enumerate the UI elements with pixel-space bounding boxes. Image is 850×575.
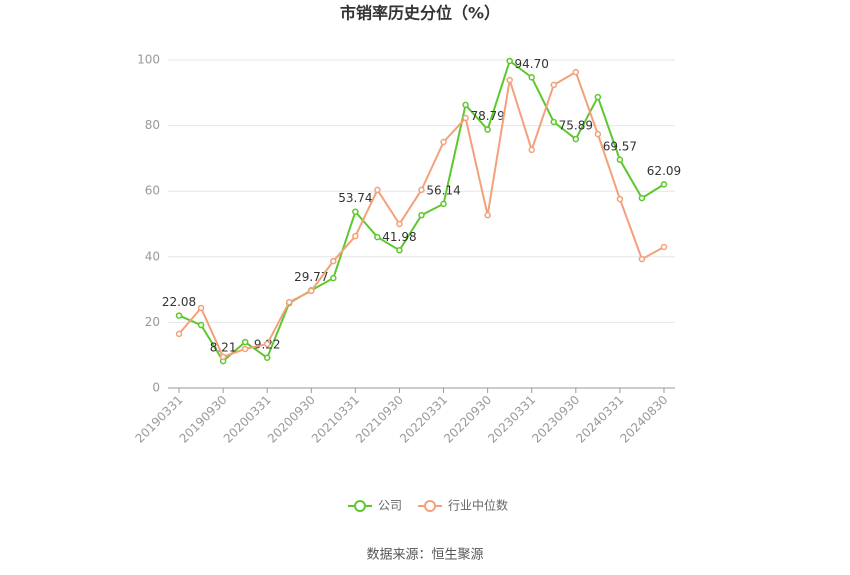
point <box>418 211 425 219</box>
point <box>352 208 359 215</box>
source-note: 数据来源：恒生聚源 <box>366 548 483 563</box>
data-label: 75.89 <box>559 119 593 133</box>
point <box>616 156 624 164</box>
data-label: 53.74 <box>338 191 372 205</box>
y-tick-label: 0 <box>152 381 160 395</box>
point <box>594 93 602 101</box>
data-label: 56.14 <box>426 183 460 197</box>
data-label: 41.98 <box>382 230 416 244</box>
y-tick-label: 100 <box>137 53 160 67</box>
point <box>462 101 469 109</box>
point <box>418 186 425 194</box>
point <box>638 194 646 202</box>
point <box>197 321 205 329</box>
legend-label: 公司 <box>378 499 402 513</box>
point <box>616 195 624 203</box>
y-tick-label: 40 <box>145 249 160 263</box>
point <box>660 243 668 251</box>
point <box>241 345 249 353</box>
point <box>219 353 227 361</box>
legend-symbol <box>424 500 437 512</box>
data-label: 78.79 <box>470 109 504 123</box>
point <box>330 274 337 282</box>
legend-label: 行业中位数 <box>448 498 508 513</box>
point <box>440 138 447 146</box>
point <box>506 57 513 65</box>
point <box>440 200 447 208</box>
point <box>263 354 271 362</box>
point <box>484 211 491 219</box>
point <box>352 232 359 240</box>
point <box>660 181 668 188</box>
y-tick-label: 60 <box>145 184 160 198</box>
point <box>374 233 381 241</box>
y-tick-label: 20 <box>145 315 160 329</box>
point <box>462 114 469 122</box>
data-label: 22.08 <box>162 295 196 309</box>
x-tick-label: 20240830 <box>617 393 670 446</box>
data-label: 94.70 <box>515 57 549 71</box>
point <box>550 118 558 126</box>
y-tick-label: 80 <box>145 118 160 132</box>
point <box>572 135 580 143</box>
data-label: 62.09 <box>647 164 681 178</box>
series-line <box>178 59 665 363</box>
point <box>550 81 558 89</box>
data-label: 29.77 <box>294 270 328 284</box>
point <box>484 126 491 133</box>
chart-title: 市销率历史分位（%） <box>340 4 500 23</box>
point <box>396 220 403 228</box>
point <box>175 312 183 319</box>
point <box>330 257 337 265</box>
point <box>197 304 205 312</box>
point <box>285 298 293 306</box>
point <box>374 186 381 194</box>
point <box>263 340 271 348</box>
point <box>396 247 403 254</box>
point <box>175 330 183 338</box>
point <box>572 68 580 76</box>
data-label: 69.57 <box>603 139 637 153</box>
point <box>528 146 535 154</box>
point <box>638 255 646 263</box>
point <box>594 130 602 138</box>
legend-symbol <box>354 500 366 512</box>
point <box>241 338 249 346</box>
point <box>506 76 513 84</box>
point <box>528 74 535 81</box>
point <box>308 287 315 295</box>
